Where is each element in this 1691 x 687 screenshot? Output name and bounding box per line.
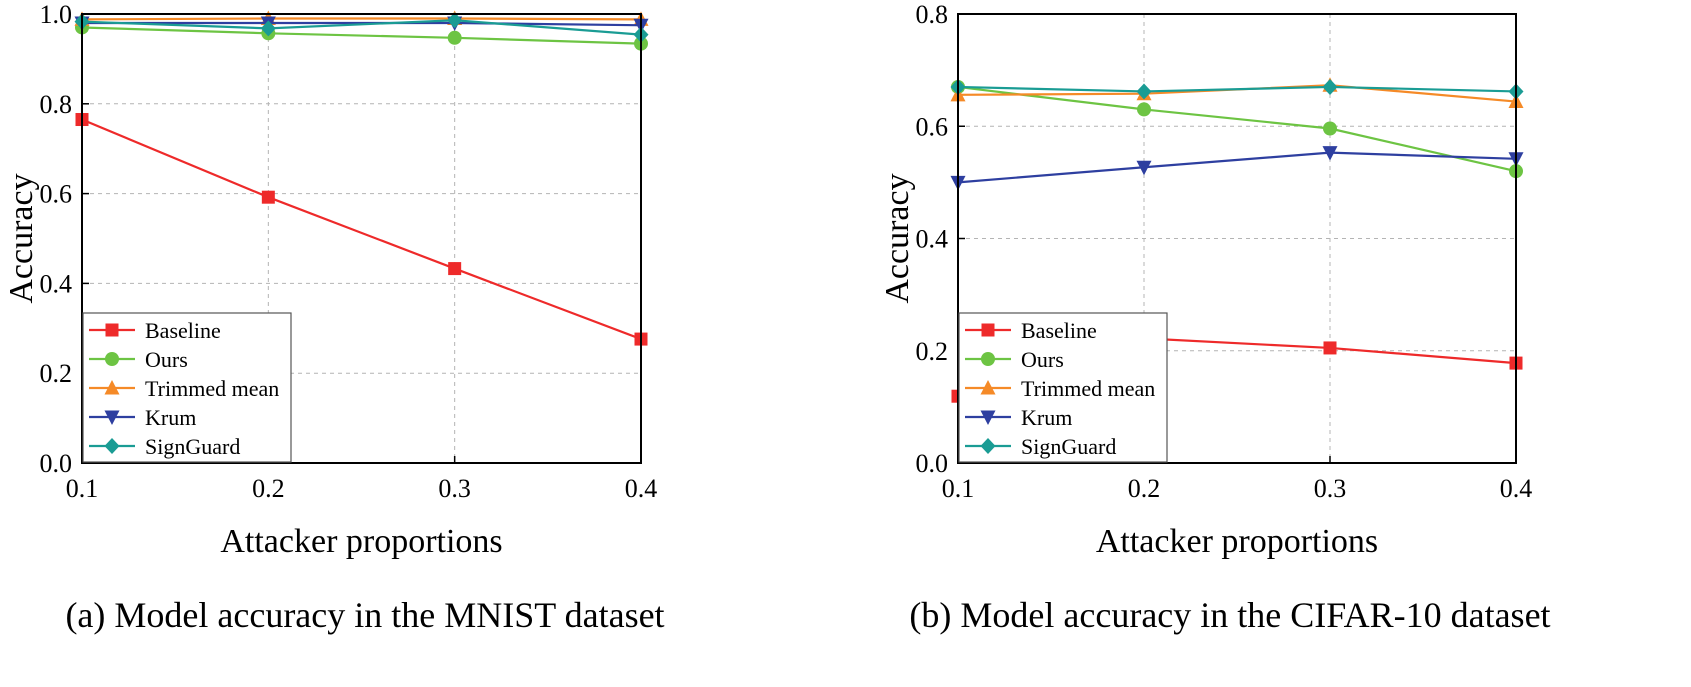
chart-b: 0.1 0.2 0.3 0.4 0.0 0.2 0.4 0.6 0.8 Attacker prop…	[879, 0, 1551, 635]
series-krum	[950, 146, 1524, 191]
chart-caption: (b) Model accuracy in the CIFAR-10 datas…	[909, 595, 1550, 635]
x-tick-label: 0.2	[252, 474, 285, 503]
series-line-ours	[81, 26, 642, 45]
y-tick-label: 0.8	[916, 0, 949, 29]
data-point-baseline	[448, 262, 462, 276]
data-point-krum	[1322, 146, 1338, 161]
data-point-signguard	[447, 12, 463, 29]
data-point-ours	[447, 30, 462, 45]
series-line-signguard	[957, 85, 1517, 93]
legend-item-ours: Ours	[89, 347, 188, 372]
legend-item-baseline: Baseline	[965, 318, 1097, 343]
series-baseline	[75, 113, 648, 346]
data-point-baseline	[1323, 341, 1337, 355]
x-axis-label: Attacker proportions	[1096, 523, 1378, 560]
legend-item-trimmed-mean: Trimmed mean	[965, 376, 1155, 401]
legend-marker-trimmed-mean	[980, 380, 996, 395]
legend-label: Baseline	[1021, 318, 1097, 343]
legend-item-signguard: SignGuard	[965, 434, 1116, 459]
series-line-trimmed-mean	[81, 17, 642, 21]
y-tick-label: 0.0	[40, 449, 73, 478]
legend-marker-krum	[104, 410, 120, 425]
series-line-krum	[957, 151, 1517, 184]
data-point-ours	[1137, 102, 1151, 117]
y-tick-label: 0.2	[40, 359, 73, 388]
legend: Baseline Ours Trimmed mean Krum SignGuard	[958, 312, 1168, 463]
legend-label: Trimmed mean	[145, 376, 279, 401]
y-tick-label: 0.6	[916, 112, 949, 141]
series-line-ours	[957, 85, 1517, 173]
x-tick-label: 0.4	[1500, 474, 1533, 503]
data-point-ours	[1323, 121, 1337, 136]
chart-caption: (a) Model accuracy in the MNIST dataset	[65, 595, 664, 635]
legend-label: Baseline	[145, 318, 221, 343]
x-tick-label: 0.2	[1128, 474, 1161, 503]
x-tick-label: 0.1	[66, 474, 99, 503]
plot-frame	[81, 13, 642, 464]
y-tick-label: 1.0	[40, 0, 73, 29]
x-tick-label: 0.3	[1314, 474, 1347, 503]
legend-item-trimmed-mean: Trimmed mean	[89, 376, 279, 401]
x-tick-label: 0.4	[625, 474, 658, 503]
data-point-baseline	[261, 190, 275, 204]
legend-marker-ours	[105, 352, 119, 366]
x-tick-label: 0.1	[942, 474, 975, 503]
legend-label: SignGuard	[1021, 434, 1116, 459]
legend: Baseline Ours Trimmed mean Krum SignGuard	[82, 312, 292, 463]
y-tick-label: 0.8	[40, 90, 73, 119]
y-axis-label: Accuracy	[879, 173, 916, 303]
legend-label: Krum	[145, 405, 196, 430]
x-axis-label: Attacker proportions	[220, 523, 502, 560]
legend-marker-signguard	[104, 438, 120, 454]
legend-marker-baseline	[981, 323, 995, 337]
y-axis-label: Accuracy	[3, 173, 40, 303]
legend-item-krum: Krum	[965, 405, 1072, 430]
y-tick-label: 0.6	[40, 180, 73, 209]
y-tick-label: 0.0	[916, 449, 949, 478]
data-point-signguard	[260, 20, 276, 37]
y-tick-label: 0.2	[916, 337, 949, 366]
chart-a: 0.1 0.2 0.3 0.4 0.0 0.2 0.4 0.6 0.8 1.0 Attacker p…	[3, 0, 665, 635]
legend-label: Ours	[145, 347, 188, 372]
legend-marker-signguard	[980, 438, 996, 454]
legend-marker-baseline	[105, 323, 119, 337]
legend-marker-krum	[980, 410, 996, 425]
legend-item-baseline: Baseline	[89, 318, 221, 343]
y-tick-label: 0.4	[40, 269, 73, 298]
legend-item-signguard: SignGuard	[89, 434, 240, 459]
legend-marker-trimmed-mean	[104, 380, 120, 395]
data-point-krum	[1136, 160, 1152, 176]
series-line-signguard	[81, 19, 642, 36]
legend-item-krum: Krum	[89, 405, 196, 430]
legend-item-ours: Ours	[965, 347, 1064, 372]
legend-label: Trimmed mean	[1021, 376, 1155, 401]
y-tick-label: 0.4	[916, 225, 949, 254]
series-line-baseline	[81, 118, 642, 341]
legend-marker-ours	[981, 352, 995, 366]
legend-label: SignGuard	[145, 434, 240, 459]
data-point-signguard	[1136, 83, 1152, 100]
x-tick-label: 0.3	[438, 474, 471, 503]
data-point-signguard	[1322, 78, 1338, 95]
legend-label: Ours	[1021, 347, 1064, 372]
legend-label: Krum	[1021, 405, 1072, 430]
series-line-krum	[82, 21, 642, 27]
